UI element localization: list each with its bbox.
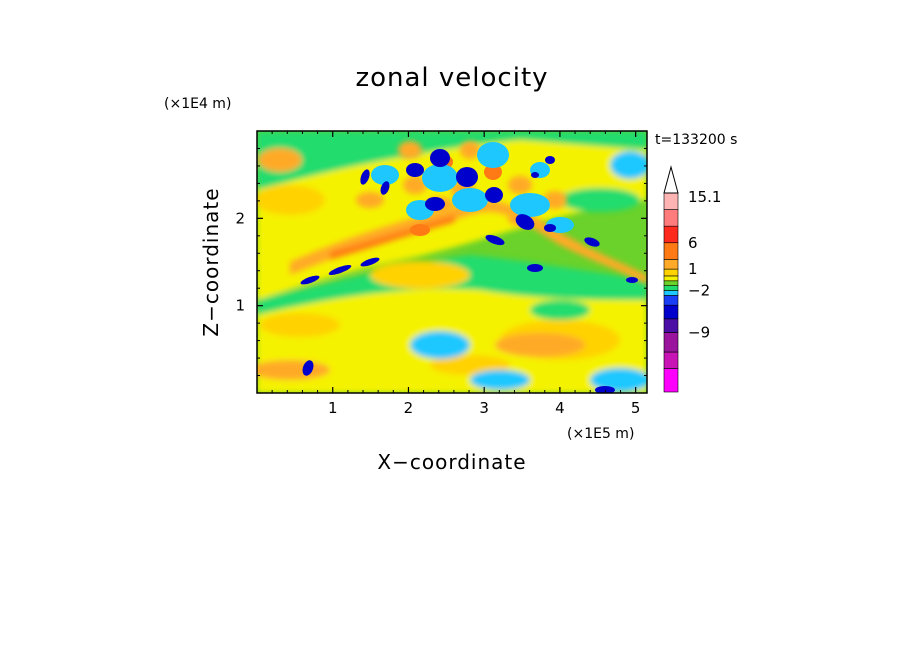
colorbar-bin	[663, 225, 679, 244]
colorbar-bin	[663, 295, 679, 306]
x-tick-label: 4	[555, 399, 565, 417]
colorbar-bin	[663, 368, 679, 393]
y-tick-label: 1	[235, 297, 245, 315]
y-scale-label: (×1E4 m)	[164, 96, 231, 112]
colorbar-label: 6	[688, 234, 698, 252]
colorbar-bin	[663, 209, 679, 227]
colorbar-label: 15.1	[688, 188, 721, 206]
chart-title: zonal velocity	[355, 63, 548, 93]
colorbar-bin	[663, 280, 679, 286]
colorbar-bin	[663, 285, 679, 291]
contour-field	[257, 131, 647, 393]
colorbar-bin	[663, 290, 679, 296]
colorbar-bin	[663, 351, 679, 369]
x-tick-label: 5	[631, 399, 641, 417]
colorbar-label: 1	[688, 260, 698, 278]
time-label: t=133200 s	[655, 132, 737, 148]
colorbar-bin	[663, 304, 679, 320]
plot-frame	[256, 130, 648, 394]
colorbar-bin	[663, 275, 679, 282]
colorbar-bin	[663, 192, 679, 210]
colorbar-bin	[663, 332, 679, 353]
colorbar: 15.1 6 1 −2 −9	[663, 165, 721, 393]
y-axis-title: Z−coordinate	[199, 187, 223, 336]
y-tick-label: 2	[235, 209, 245, 227]
colorbar-bin	[663, 268, 679, 277]
colorbar-label: −2	[688, 282, 710, 300]
colorbar-bin	[663, 242, 679, 260]
x-axis-title: X−coordinate	[377, 450, 526, 474]
x-axis-ticks: 1 2 3 4 5	[271, 131, 641, 417]
colorbar-extend-arrow	[663, 165, 679, 194]
x-tick-label: 1	[328, 399, 338, 417]
x-tick-label: 3	[479, 399, 489, 417]
colorbar-bin	[663, 259, 679, 270]
x-scale-label: (×1E5 m)	[567, 426, 634, 442]
y-axis-ticks: 12	[235, 147, 647, 377]
x-tick-label: 2	[404, 399, 414, 417]
colorbar-label: −9	[688, 323, 710, 341]
colorbar-bin	[663, 318, 679, 333]
